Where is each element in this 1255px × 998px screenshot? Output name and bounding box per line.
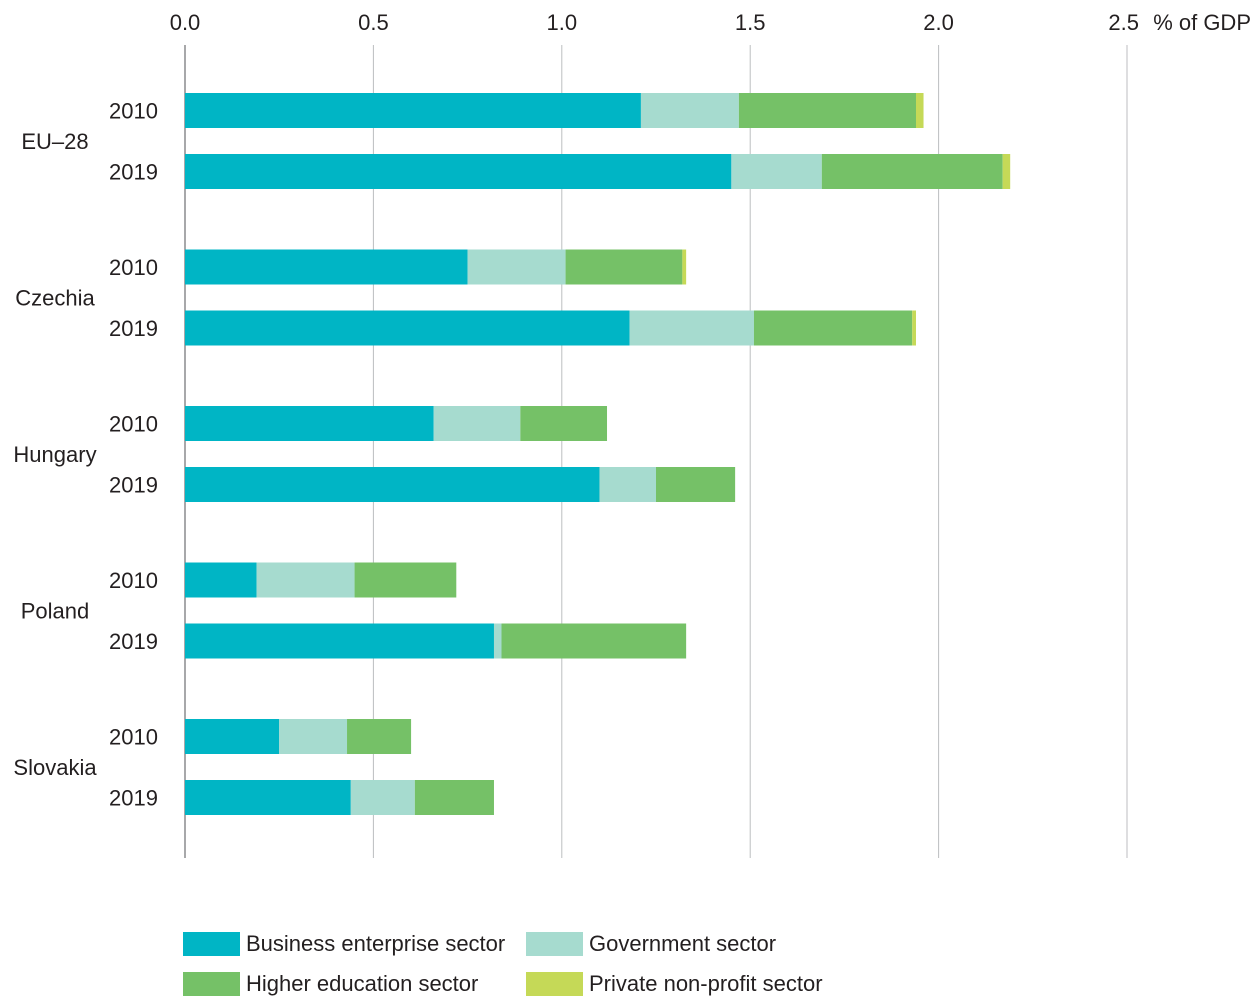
bar-segment	[753, 310, 913, 346]
x-tick-label: 2.5	[1108, 10, 1139, 35]
legend: Business enterprise sector Government se…	[183, 926, 883, 996]
bar-segment	[185, 780, 351, 815]
x-tick-label: 2.0	[923, 10, 954, 35]
legend-label: Government sector	[589, 931, 777, 956]
bar-segment	[565, 249, 683, 285]
stacked-bar-chart: 0.0 0.5 1.0 1.5 2.0 2.5 % of GDP EU–28 2010 2019…	[13, 10, 1251, 858]
bar-segment	[599, 467, 656, 502]
bar-segment	[185, 623, 494, 659]
bar-segment	[185, 467, 600, 502]
bar-segment	[185, 719, 280, 754]
legend-swatch	[526, 932, 583, 956]
bar-segment	[350, 780, 415, 815]
bar-segment	[912, 310, 916, 346]
year-label: 2010	[109, 568, 158, 593]
bar-segment	[915, 93, 924, 128]
group-label: Hungary	[13, 442, 96, 467]
group-label: Poland	[21, 599, 90, 624]
group-label: Czechia	[15, 286, 95, 311]
bar-segment	[347, 719, 412, 754]
x-tick-label: 1.0	[547, 10, 578, 35]
bar-segment	[185, 406, 434, 441]
bar-segment	[433, 406, 521, 441]
legend-swatch	[526, 972, 583, 996]
bar-segment	[256, 562, 355, 598]
year-label: 2010	[109, 255, 158, 280]
bar-segment	[414, 780, 494, 815]
year-label: 2019	[109, 160, 158, 185]
bar-segment	[640, 93, 739, 128]
year-label: 2019	[109, 629, 158, 654]
year-label: 2010	[109, 99, 158, 124]
bar-segment	[656, 467, 736, 502]
bar-segment	[738, 93, 916, 128]
bar-segment	[185, 93, 641, 128]
group-label: Slovakia	[13, 755, 97, 780]
bar-segment	[682, 249, 687, 285]
bar-segment	[501, 623, 687, 659]
legend-label: Private non-profit sector	[589, 971, 823, 996]
legend-label: Business enterprise sector	[246, 931, 506, 956]
bar-segment	[185, 310, 630, 346]
year-label: 2019	[109, 316, 158, 341]
year-label: 2019	[109, 473, 158, 498]
x-tick-label: 1.5	[735, 10, 766, 35]
bar-segment	[731, 154, 822, 189]
legend-item-higher-education: Higher education sector	[183, 970, 478, 998]
legend-item-government: Government sector	[526, 930, 776, 958]
category-labels: EU–28 2010 2019 Czechia 2010 2019 Hungary 2010 2…	[13, 99, 158, 811]
legend-label: Higher education sector	[246, 971, 479, 996]
x-axis: 0.0 0.5 1.0 1.5 2.0 2.5 % of GDP	[170, 10, 1251, 35]
legend-swatch	[183, 972, 240, 996]
bar-segment	[185, 562, 257, 598]
bar-segment	[279, 719, 348, 754]
bars	[185, 93, 1011, 815]
x-tick-label: 0.5	[358, 10, 389, 35]
bar-segment	[821, 154, 1003, 189]
year-label: 2010	[109, 412, 158, 437]
legend-swatch	[183, 932, 240, 956]
year-label: 2019	[109, 786, 158, 811]
group-label: EU–28	[21, 129, 88, 154]
bar-segment	[185, 249, 468, 285]
bar-segment	[1002, 154, 1011, 189]
legend-item-private-non-profit: Private non-profit sector	[526, 970, 823, 998]
bar-segment	[629, 310, 754, 346]
legend-item-business: Business enterprise sector	[183, 930, 505, 958]
axis-unit-label: % of GDP	[1153, 10, 1251, 35]
x-tick-label: 0.0	[170, 10, 201, 35]
bar-segment	[467, 249, 566, 285]
bar-segment	[185, 154, 732, 189]
bar-segment	[493, 623, 502, 659]
year-label: 2010	[109, 725, 158, 750]
bar-segment	[354, 562, 457, 598]
bar-segment	[520, 406, 608, 441]
